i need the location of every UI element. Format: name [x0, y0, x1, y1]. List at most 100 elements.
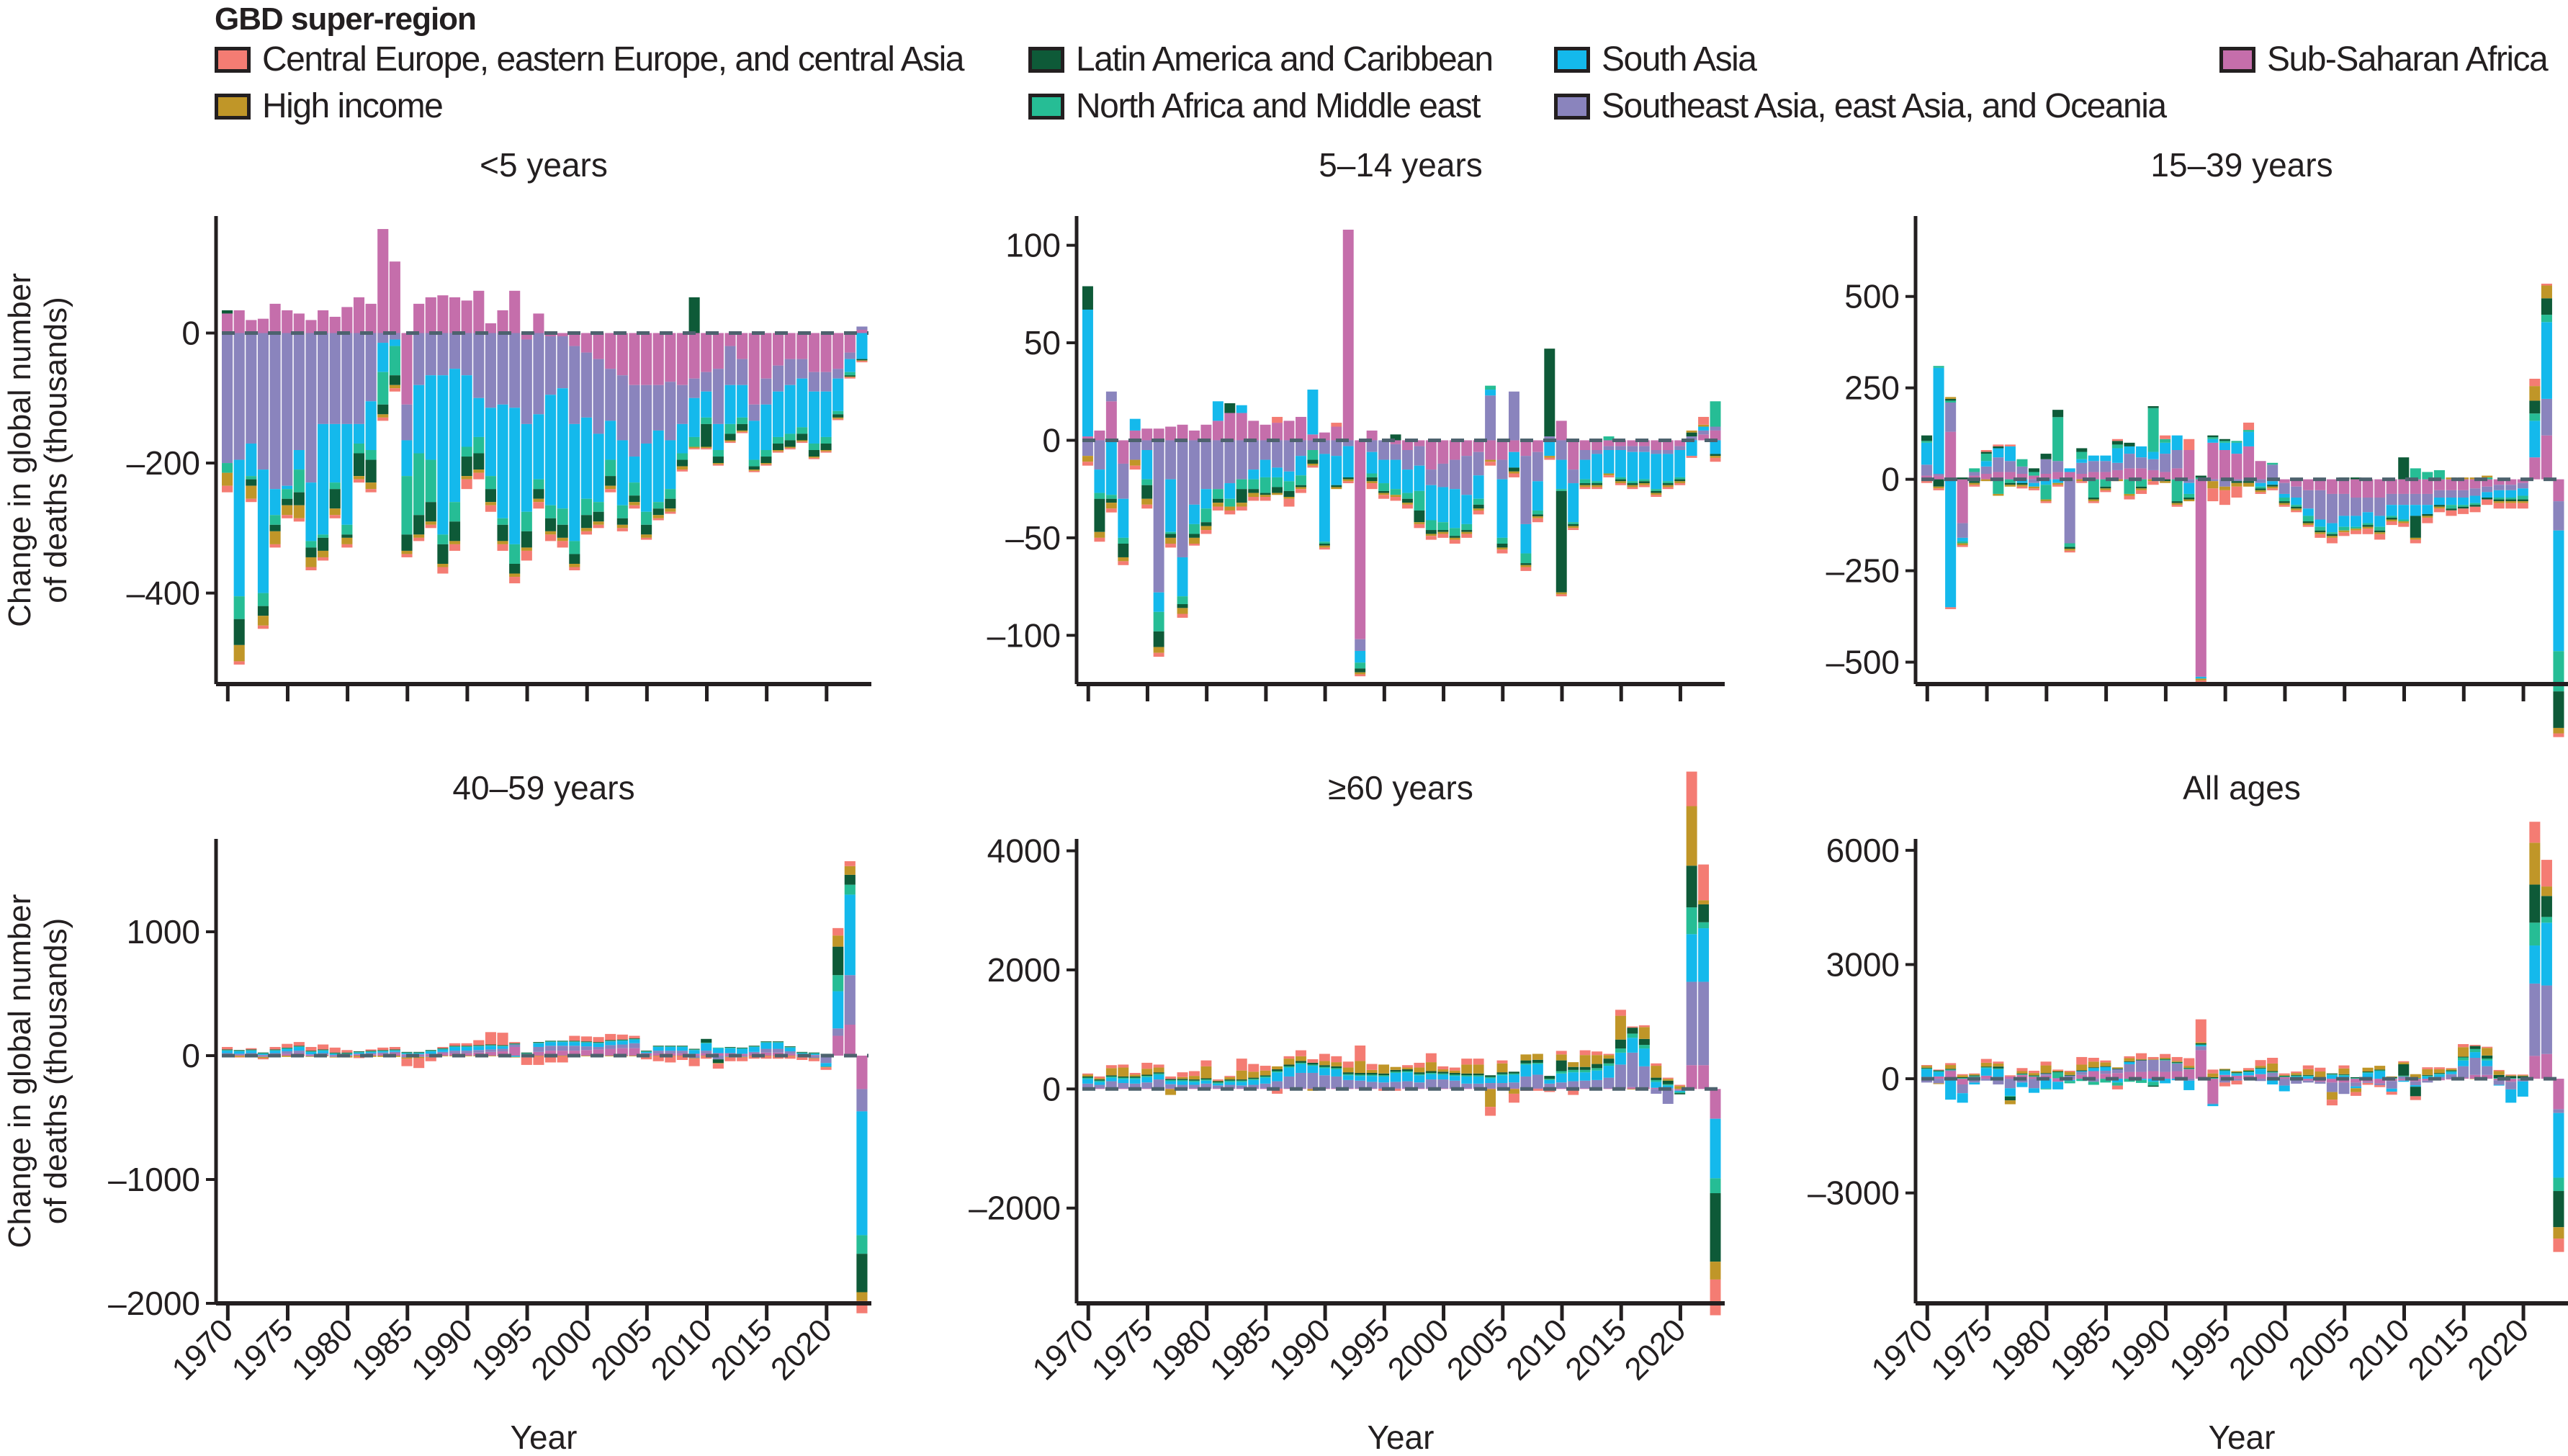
bar-segment-ssa-1977	[305, 320, 317, 333]
bar-segment-sa-2012	[2422, 505, 2433, 514]
bar-segment-nafme-1990	[1319, 541, 1330, 544]
bar-segment-ssa-2020	[1674, 1089, 1686, 1090]
bar-segment-nafme-2002	[2302, 516, 2314, 522]
bar-segment-seao-2000	[580, 352, 593, 418]
bar-segment-ssa-1997	[1402, 440, 1413, 450]
bar-segment-ceeca-1973	[257, 1058, 269, 1060]
bar-segment-sa-1977	[2004, 446, 2016, 462]
bar-segment-hi-2015	[1615, 481, 1626, 484]
bar-segment-nafme-1977	[305, 541, 317, 548]
bar-segment-lac-2009	[1544, 1076, 1555, 1079]
bar-segment-sa-2020	[2517, 488, 2528, 496]
bar-segment-sa-1980	[2040, 479, 2052, 485]
bar-segment-ssa-1983	[2076, 474, 2088, 480]
bar-segment-seao-1992	[1342, 1079, 1354, 1089]
bar-segment-seao-2013	[737, 1056, 748, 1057]
bar-segment-ceeca-1984	[1248, 1064, 1260, 1072]
bar-segment-ceeca-1989	[449, 1043, 461, 1046]
legend-item-latin-america: Latin America and Caribbean	[1028, 40, 1494, 79]
bar-segment-ceeca-1993	[2195, 680, 2206, 683]
bar-segment-lac-2001	[1449, 1072, 1460, 1075]
x-tick-label: 1970	[1025, 1312, 1100, 1387]
bar-segment-hi-1994	[509, 1056, 521, 1058]
bar-segment-ceeca-1975	[1141, 1062, 1153, 1069]
bar-segment-sa-1970	[1921, 442, 1933, 465]
bar-segment-ssa-2021	[2529, 457, 2541, 480]
x-tick-label: 2010	[2342, 1312, 2417, 1387]
bar-segment-lac-1992	[1342, 1072, 1354, 1074]
bar-segment-ceeca-1973	[1957, 545, 1968, 547]
bar-segment-sa-1976	[1153, 592, 1164, 612]
bar-segment-seao-2023	[856, 1089, 868, 1112]
bar-segment-sa-1994	[509, 1056, 521, 1057]
bar-segment-lac-1995	[1378, 490, 1390, 493]
bar-segment-lac-1980	[341, 534, 353, 538]
bar-segment-ssa-2023	[2553, 1079, 2564, 1110]
bar-segment-lac-2023	[2553, 1191, 2564, 1228]
bar-segment-seao-2002	[605, 1045, 616, 1049]
bar-segment-nafme-2006	[652, 1046, 664, 1047]
bar-segment-sa-1986	[1272, 467, 1283, 477]
bar-segment-nafme-1999	[2267, 462, 2279, 465]
bar-segment-hi-1985	[401, 550, 413, 554]
bar-segment-ceeca-2010	[701, 448, 712, 450]
bar-segment-sa-2015	[1615, 1052, 1626, 1065]
bar-segment-sa-2006	[652, 430, 664, 503]
y-tick-label: 0	[1881, 461, 1900, 498]
bar-segment-seao-1981	[353, 333, 365, 424]
bar-segment-sa-2014	[748, 1046, 760, 1052]
bar-segment-ceeca-1975	[282, 1043, 293, 1048]
bar-segment-hi-2012	[1579, 1055, 1591, 1067]
bar-segment-nafme-1977	[305, 1051, 317, 1052]
bar-segment-sa-1986	[2111, 448, 2123, 463]
bar-segment-lac-1987	[2124, 442, 2135, 446]
bar-segment-nafme-1976	[1993, 479, 2004, 494]
bar-segment-sa-1999	[1425, 1074, 1437, 1080]
bar-segment-sa-2006	[652, 1046, 664, 1051]
bar-segment-lac-1994	[509, 1043, 521, 1044]
bar-segment-ceeca-2010	[1555, 594, 1567, 597]
bar-segment-nafme-2013	[1591, 481, 1603, 484]
bar-segment-hi-1989	[2147, 1059, 2159, 1060]
bar-segment-hi-1978	[318, 550, 329, 557]
y-tick-label: 100	[1005, 227, 1061, 264]
bar-segment-ceeca-1975	[1980, 1059, 1992, 1063]
bar-segment-hi-1984	[2088, 499, 2099, 502]
bar-segment-sa-2010	[2398, 505, 2410, 520]
bar-segment-ceeca-1999	[1425, 536, 1437, 540]
panel-title: <5 years	[480, 146, 608, 184]
bar-segment-hi-1980	[341, 537, 353, 544]
bar-segment-lac-2015	[2458, 1056, 2469, 1058]
bar-segment-ceeca-1995	[521, 550, 532, 561]
bar-segment-lac-2003	[616, 1039, 628, 1041]
bar-segment-ceeca-1972	[1105, 1065, 1117, 1069]
bar-segment-sa-1971	[1094, 469, 1105, 493]
bar-segment-hi-1971	[1933, 486, 1944, 489]
bar-segment-sa-2011	[1568, 1072, 1579, 1082]
bar-segment-hi-1979	[2029, 486, 2040, 489]
bar-segment-ceeca-1972	[246, 498, 257, 503]
bar-segment-seao-2014	[2446, 490, 2457, 498]
bar-segment-ceeca-2016	[1627, 487, 1638, 490]
bar-segment-ssa-2008	[2374, 479, 2386, 498]
bar-segment-ssa-2001	[2291, 479, 2302, 487]
bar-segment-ssa-2018	[1651, 1087, 1662, 1089]
bar-segment-nafme-2003	[1473, 1075, 1484, 1077]
bar-segment-ssa-2023	[1710, 430, 1721, 441]
bar-segment-ceeca-1994	[2207, 488, 2219, 502]
bar-segment-ssa-1979	[329, 1055, 341, 1056]
bar-segment-sa-1975	[1141, 450, 1153, 480]
bar-segment-sa-1996	[1390, 1072, 1401, 1082]
bar-segment-seao-1988	[1296, 1072, 1306, 1089]
bar-segment-seao-2016	[1627, 446, 1638, 452]
bar-segment-hi-1976	[293, 505, 305, 518]
bar-segment-lac-2008	[676, 459, 688, 467]
bar-segment-seao-2007	[1520, 1076, 1532, 1089]
bar-segment-hi-2000	[1437, 531, 1449, 534]
bar-segment-ssa-1991	[1331, 426, 1342, 441]
bar-segment-lac-1982	[2064, 547, 2075, 549]
bar-segment-hi-2022	[2541, 886, 2552, 896]
y-tick-label: –2000	[108, 1285, 200, 1322]
y-tick-label: –250	[1826, 552, 1900, 590]
bar-segment-ceeca-1992	[1342, 481, 1354, 484]
